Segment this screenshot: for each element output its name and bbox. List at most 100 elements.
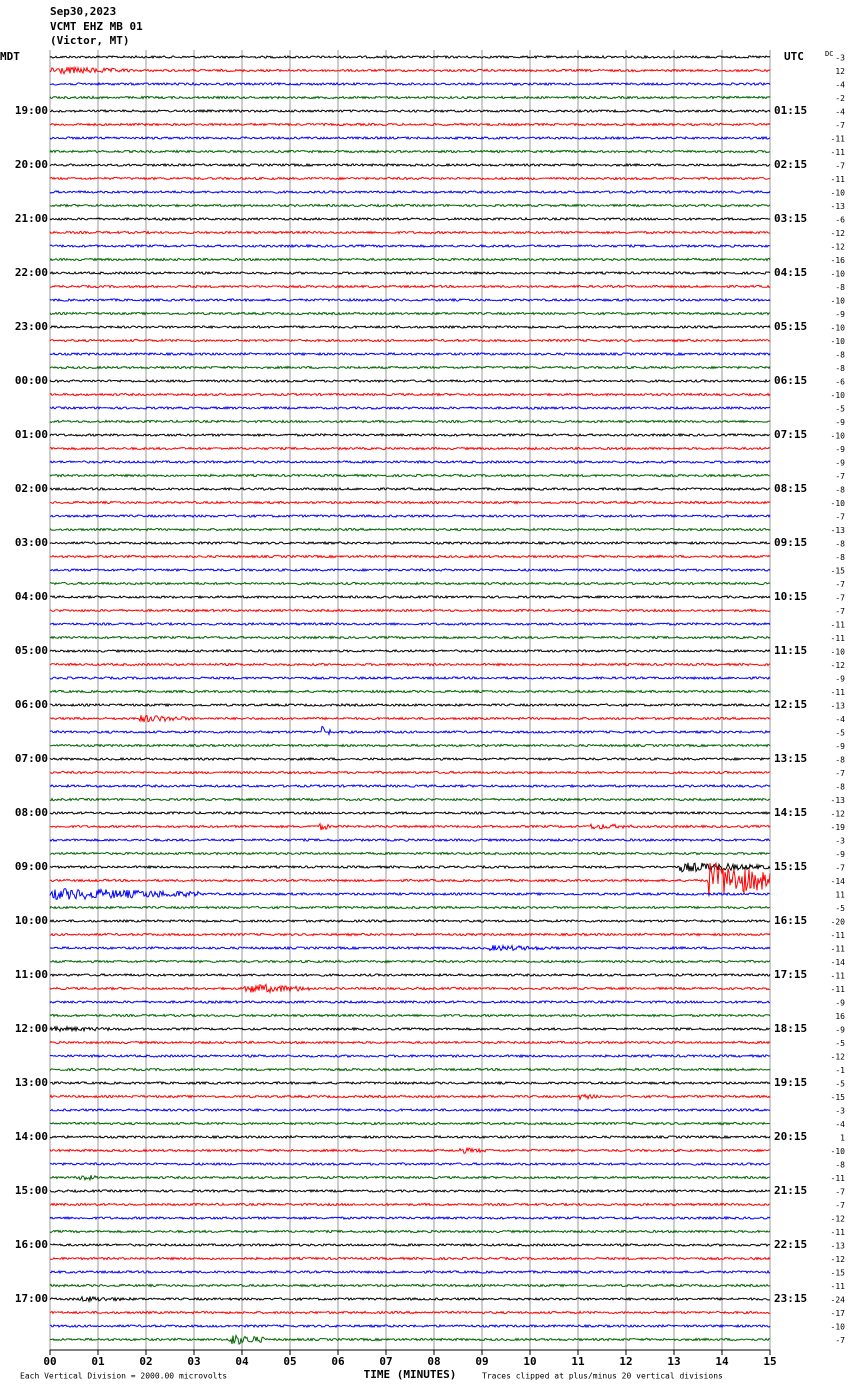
dc-offset: -12 <box>831 243 846 252</box>
dc-offset: -9 <box>835 418 845 427</box>
mdt-label: 01:00 <box>15 428 48 441</box>
trace <box>50 822 771 831</box>
trace <box>49 176 771 181</box>
x-tick-label: 00 <box>43 1355 56 1368</box>
dc-offset: -15 <box>831 567 846 576</box>
dc-offset: -13 <box>831 796 846 805</box>
dc-offset: -6 <box>835 378 845 387</box>
dc-offset: -10 <box>831 337 846 346</box>
dc-offset: -4 <box>835 1120 845 1129</box>
trace <box>50 1107 771 1113</box>
dc-offset: -20 <box>831 918 846 927</box>
trace <box>49 95 771 100</box>
dc-offset: -10 <box>831 270 846 279</box>
dc-offset: -12 <box>831 810 846 819</box>
trace <box>49 905 771 910</box>
trace <box>49 432 771 438</box>
dc-offset: -8 <box>835 540 845 549</box>
utc-label: 12:15 <box>774 698 807 711</box>
x-tick-label: 13 <box>667 1355 680 1368</box>
utc-label: 04:15 <box>774 266 807 279</box>
left-zone: MDT <box>0 50 20 63</box>
trace <box>49 1093 771 1101</box>
dc-offset: -7 <box>835 513 845 522</box>
trace <box>49 1256 771 1261</box>
mdt-label: 05:00 <box>15 644 48 657</box>
x-tick-label: 09 <box>475 1355 488 1368</box>
trace <box>49 1134 771 1140</box>
trace <box>49 1067 771 1072</box>
station: VCMT EHZ MB 01 <box>50 20 143 33</box>
trace <box>49 1229 771 1234</box>
trace <box>49 243 771 249</box>
trace <box>49 983 771 995</box>
x-tick-label: 05 <box>283 1355 296 1368</box>
trace <box>49 54 771 60</box>
trace <box>49 162 771 168</box>
utc-label: 14:15 <box>774 806 807 819</box>
mdt-label: 19:00 <box>15 104 48 117</box>
dc-offset: -10 <box>831 1147 846 1156</box>
mdt-label: 11:00 <box>15 968 48 981</box>
trace <box>49 725 771 737</box>
trace <box>49 189 771 195</box>
mdt-label: 03:00 <box>15 536 48 549</box>
trace <box>50 1242 771 1248</box>
x-axis-title: TIME (MINUTES) <box>364 1368 457 1381</box>
mdt-label: 07:00 <box>15 752 48 765</box>
trace <box>49 1146 770 1154</box>
utc-label: 03:15 <box>774 212 807 225</box>
trace <box>49 230 771 235</box>
dc-offset: 11 <box>835 891 845 900</box>
mdt-label: 02:00 <box>15 482 48 495</box>
dc-offset: -7 <box>835 1188 845 1197</box>
dc-offset: -12 <box>831 1215 846 1224</box>
trace <box>49 743 771 748</box>
trace <box>49 149 771 154</box>
trace <box>49 714 771 723</box>
dc-offset: -12 <box>831 1053 846 1062</box>
utc-label: 02:15 <box>774 158 807 171</box>
utc-label: 15:15 <box>774 860 807 873</box>
trace <box>49 1013 771 1018</box>
trace <box>49 675 771 681</box>
trace <box>49 270 771 276</box>
dc-offset: -1 <box>835 1066 845 1075</box>
trace <box>49 473 771 478</box>
dc-offset: -8 <box>835 351 845 360</box>
dc-offset: -13 <box>831 702 846 711</box>
dc-offset: -15 <box>831 1093 846 1102</box>
location: (Victor, MT) <box>50 34 129 47</box>
trace <box>49 365 771 370</box>
dc-offset: -9 <box>835 675 845 684</box>
trace <box>49 338 771 343</box>
mdt-label: 13:00 <box>15 1076 48 1089</box>
trace <box>49 1161 771 1167</box>
dc-offset: -3 <box>835 1107 845 1116</box>
dc-offset: -5 <box>835 1080 845 1089</box>
dc-offset: -7 <box>835 769 845 778</box>
dc-offset: -7 <box>835 580 845 589</box>
trace <box>49 203 771 208</box>
dc-offset: -3 <box>835 837 845 846</box>
trace <box>49 513 771 519</box>
dc-offset: -11 <box>831 1282 846 1291</box>
trace <box>49 1025 771 1033</box>
dc-offset: -15 <box>831 1269 846 1278</box>
trace <box>49 324 771 330</box>
trace <box>49 621 771 627</box>
dc-offset: -7 <box>835 472 845 481</box>
trace <box>49 702 771 708</box>
trace <box>49 1053 771 1059</box>
dc-offset: -9 <box>835 459 845 468</box>
dc-offset: 1 <box>840 1134 845 1143</box>
x-tick-label: 12 <box>619 1355 632 1368</box>
trace <box>49 257 771 262</box>
trace <box>49 311 770 316</box>
dc-offset: -11 <box>831 1174 846 1183</box>
trace <box>49 797 771 802</box>
trace <box>49 284 771 289</box>
dc-offset: -14 <box>831 958 846 967</box>
dc-offset: -13 <box>831 1242 846 1251</box>
footer-right: Traces clipped at plus/minus 20 vertical… <box>482 1372 723 1381</box>
